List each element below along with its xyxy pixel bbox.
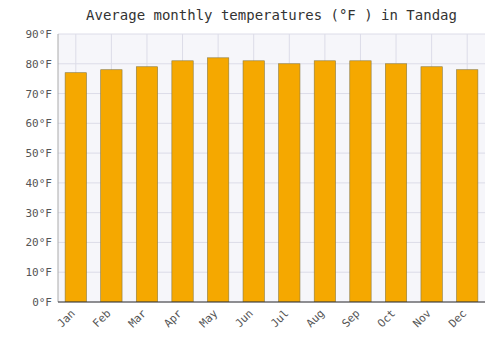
- bar: [101, 70, 122, 302]
- bar: [172, 61, 193, 302]
- bar: [279, 64, 300, 302]
- x-tick-label: Jul: [268, 307, 291, 330]
- x-tick-label: Apr: [161, 307, 185, 331]
- x-tick-label: Aug: [304, 307, 327, 330]
- bar: [243, 61, 264, 302]
- x-axis-line: [58, 301, 485, 302]
- x-tick-label: Nov: [411, 307, 435, 331]
- y-tick-label: 10°F: [26, 266, 53, 279]
- x-tick-label: Dec: [446, 307, 469, 330]
- bar: [136, 67, 157, 302]
- y-tick-label: 20°F: [26, 236, 53, 249]
- bar: [421, 67, 442, 302]
- bar: [207, 58, 228, 302]
- y-tick-label: 60°F: [26, 117, 53, 130]
- x-tick-label: Jan: [55, 307, 78, 330]
- chart-container: 0°F 10°F 20°F 30°F 40°F 50°F 60°F 70°F 80°F 90°F J…: [0, 0, 500, 350]
- y-grid-line: [58, 34, 485, 35]
- x-tick-label: Jun: [233, 307, 256, 330]
- x-tick-label: Mar: [126, 307, 150, 331]
- x-tick-label: May: [197, 307, 221, 331]
- plot-background: [58, 34, 485, 302]
- grid: [58, 34, 485, 302]
- y-grid-line: [58, 63, 485, 64]
- x-tick-label: Oct: [375, 307, 398, 330]
- y-tick-label: 40°F: [26, 177, 53, 190]
- bar: [350, 61, 371, 302]
- y-tick-label: 80°F: [26, 58, 53, 71]
- y-grid-line: [58, 302, 485, 303]
- y-tick-label: 30°F: [26, 207, 53, 220]
- y-tick-label: 90°F: [26, 28, 53, 41]
- x-tick-label: Feb: [90, 307, 113, 330]
- y-tick-label: 0°F: [32, 296, 52, 309]
- bar: [65, 73, 86, 302]
- y-axis-line: [58, 34, 59, 302]
- bars: [65, 58, 478, 302]
- y-tick-label: 50°F: [26, 147, 53, 160]
- bar: [314, 61, 335, 302]
- y-tick-label: 70°F: [26, 88, 53, 101]
- title: Average monthly temperatures (°F ) in Ta…: [86, 7, 457, 23]
- chart: 0°F 10°F 20°F 30°F 40°F 50°F 60°F 70°F 80°F 90°F J…: [0, 0, 500, 350]
- bar: [457, 70, 478, 302]
- bar: [385, 64, 406, 302]
- x-tick-label: Sep: [339, 307, 362, 330]
